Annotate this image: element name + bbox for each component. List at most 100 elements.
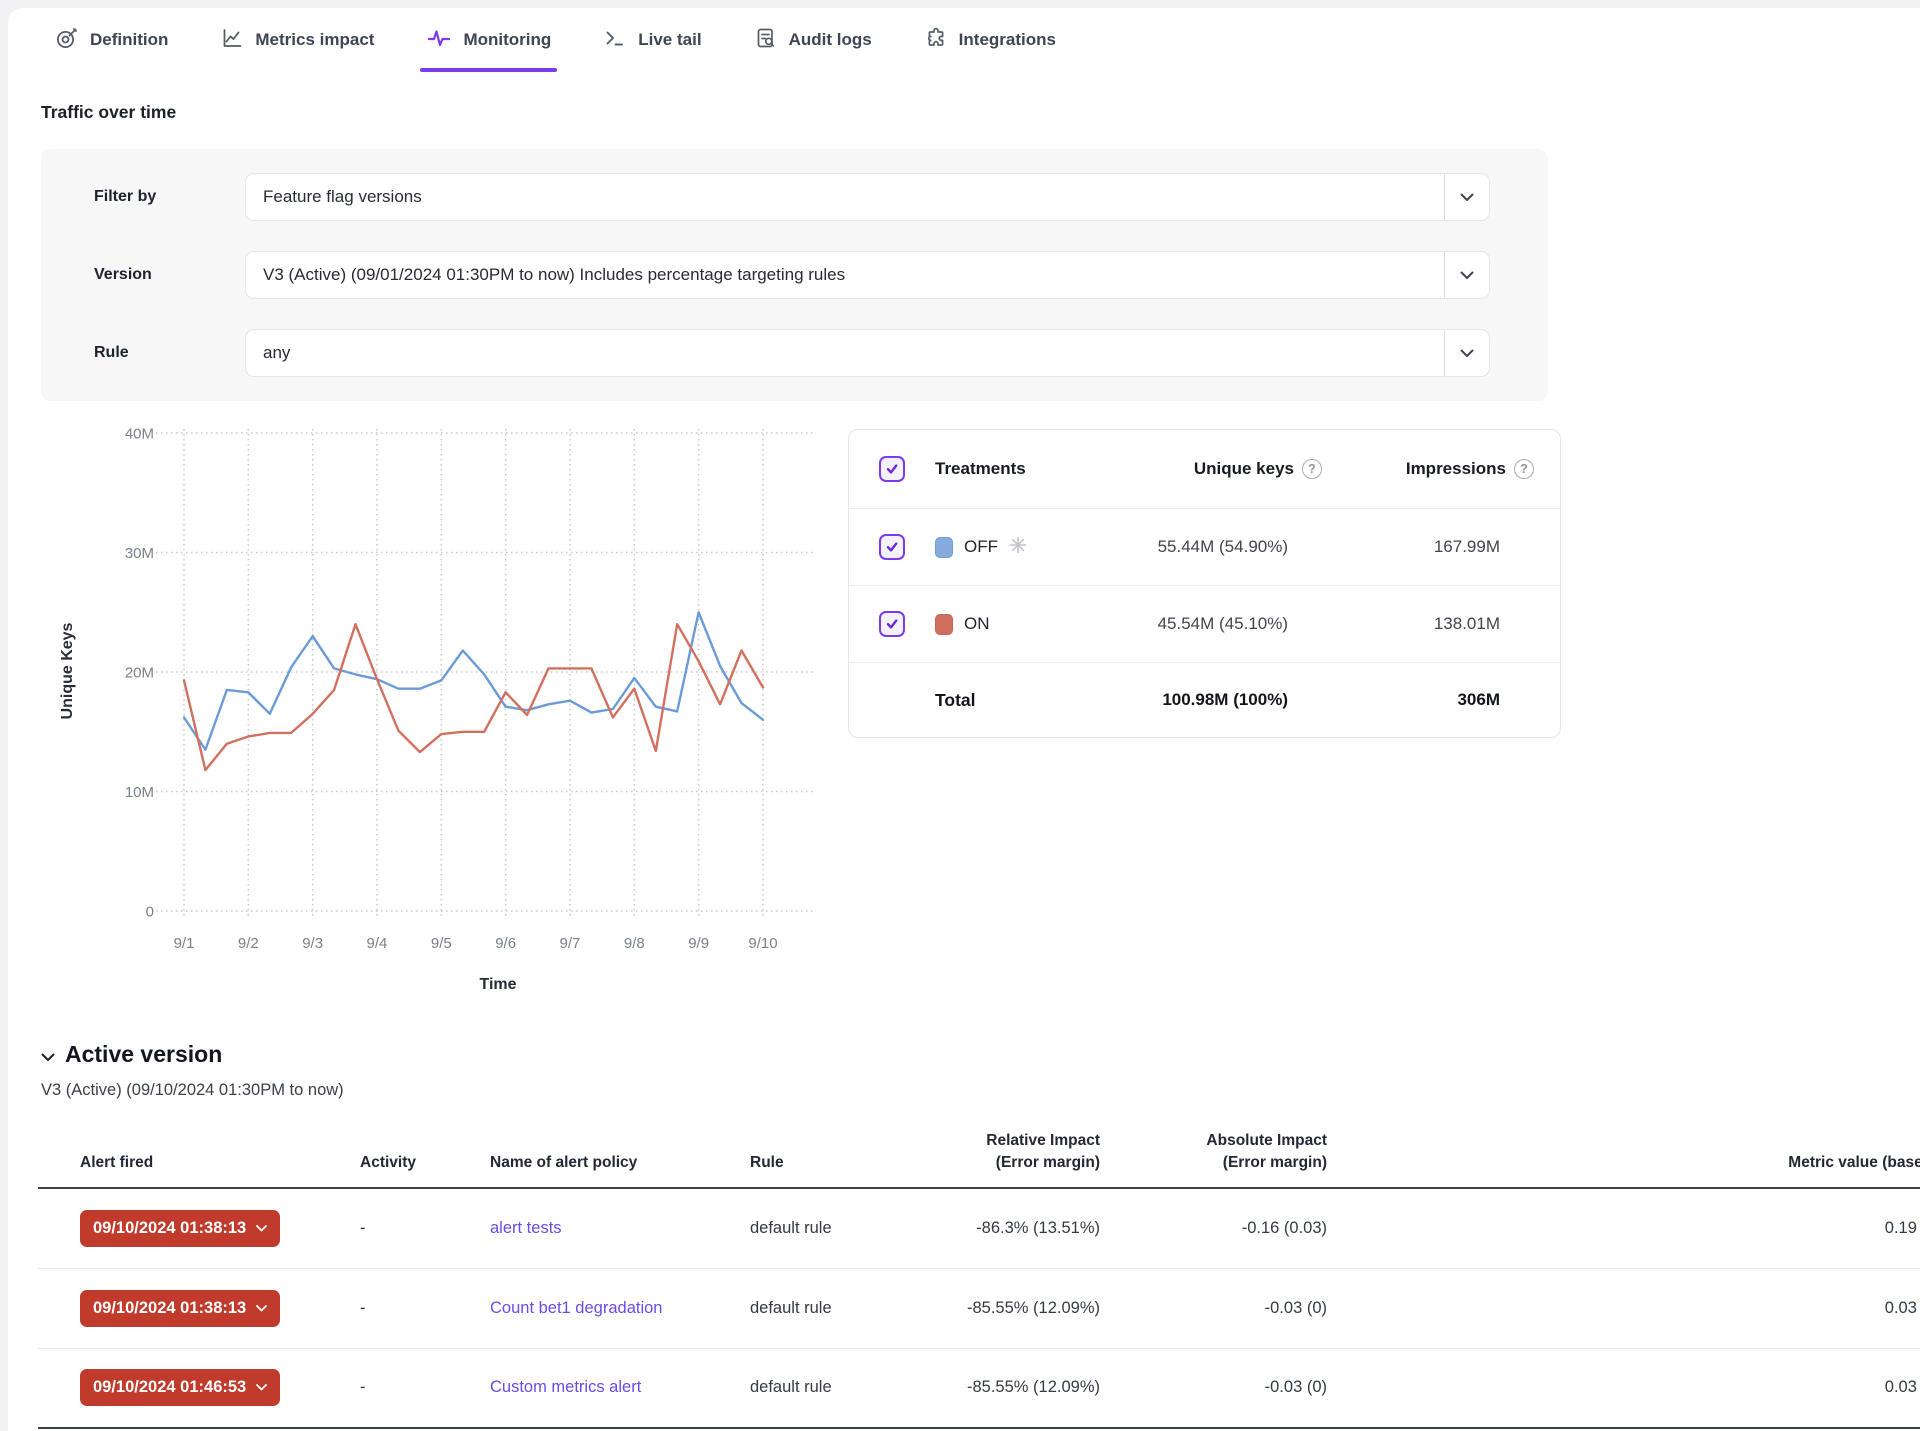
svg-text:40M: 40M bbox=[125, 426, 154, 443]
treatments-panel: Treatments Unique keys ? Impressions ? O… bbox=[848, 429, 1561, 738]
alerts-table-header: Alert fired Activity Name of alert polic… bbox=[38, 1130, 1920, 1189]
treatments-total-row: Total 100.98M (100%) 306M bbox=[849, 662, 1560, 737]
tab-definition[interactable]: Definition bbox=[55, 8, 168, 72]
version-select[interactable]: V3 (Active) (09/01/2024 01:30PM to now) … bbox=[245, 251, 1490, 299]
chevron-down-icon bbox=[256, 1305, 267, 1312]
svg-text:30M: 30M bbox=[125, 545, 154, 562]
svg-text:10M: 10M bbox=[125, 784, 154, 801]
alert-activity: - bbox=[360, 1299, 490, 1318]
alert-metric-value: 0.03 ( bbox=[1327, 1378, 1920, 1397]
alert-absolute-impact: -0.03 (0) bbox=[1100, 1378, 1327, 1397]
tab-monitoring-label: Monitoring bbox=[463, 30, 551, 50]
total-label: Total bbox=[935, 690, 1072, 711]
help-icon[interactable]: ? bbox=[1514, 459, 1534, 479]
treatment-off-checkbox[interactable] bbox=[879, 534, 905, 560]
y-axis-label: Unique Keys bbox=[59, 622, 76, 719]
alert-policy-link[interactable]: Count bet1 degradation bbox=[490, 1299, 662, 1317]
series-on-line bbox=[184, 624, 763, 770]
collapse-chevron-icon bbox=[41, 1041, 55, 1068]
unique-keys-header: Unique keys bbox=[1194, 459, 1294, 479]
off-unique-keys: 55.44M (54.90%) bbox=[1158, 537, 1322, 557]
treatments-header: Treatments bbox=[935, 459, 1072, 479]
help-icon[interactable]: ? bbox=[1302, 459, 1322, 479]
active-version-title: Active version bbox=[65, 1041, 222, 1068]
active-version-header[interactable]: Active version bbox=[41, 1041, 1920, 1068]
alert-activity: - bbox=[360, 1378, 490, 1397]
col-activity: Activity bbox=[360, 1152, 490, 1174]
alerts-table-wrap: Alert fired Activity Name of alert polic… bbox=[38, 1130, 1920, 1429]
svg-text:9/10: 9/10 bbox=[748, 935, 777, 952]
alert-row: 09/10/2024 01:46:53 - Custom metrics ale… bbox=[38, 1349, 1920, 1429]
version-value: V3 (Active) (09/01/2024 01:30PM to now) … bbox=[246, 265, 1444, 285]
filter-row-filter-by: Filter by Feature flag versions bbox=[41, 173, 1548, 221]
impressions-header: Impressions bbox=[1406, 459, 1506, 479]
total-unique-keys: 100.98M (100%) bbox=[1162, 690, 1322, 710]
select-all-checkbox[interactable] bbox=[879, 456, 905, 482]
off-impressions: 167.99M bbox=[1434, 537, 1534, 557]
filter-by-label: Filter by bbox=[41, 188, 245, 206]
alert-policy-link[interactable]: Custom metrics alert bbox=[490, 1378, 641, 1396]
tab-audit-logs-label: Audit logs bbox=[789, 30, 872, 50]
filter-by-value: Feature flag versions bbox=[246, 187, 1444, 207]
alert-relative-impact: -85.55% (12.09%) bbox=[950, 1299, 1100, 1318]
metrics-impact-icon bbox=[220, 26, 244, 55]
treatment-on-label: ON bbox=[964, 614, 990, 634]
svg-text:20M: 20M bbox=[125, 665, 154, 682]
svg-text:9/7: 9/7 bbox=[560, 935, 581, 952]
page-title: Traffic over time bbox=[41, 102, 1920, 123]
off-color-swatch bbox=[935, 537, 953, 558]
on-unique-keys: 45.54M (45.10%) bbox=[1158, 614, 1322, 634]
version-label: Version bbox=[41, 266, 245, 284]
alert-rule: default rule bbox=[750, 1299, 950, 1318]
monitoring-content-row: 010M20M30M40M9/19/29/39/49/59/69/79/89/9… bbox=[48, 421, 1920, 1011]
x-axis-label: Time bbox=[479, 976, 516, 993]
col-alert-policy: Name of alert policy bbox=[490, 1152, 750, 1174]
rule-select[interactable]: any bbox=[245, 329, 1490, 377]
main-content-card: Definition Metrics impact Monitoring Liv… bbox=[8, 8, 1920, 1431]
filter-by-select[interactable]: Feature flag versions bbox=[245, 173, 1490, 221]
alert-fired-button[interactable]: 09/10/2024 01:46:53 bbox=[80, 1369, 280, 1406]
alert-fired-button[interactable]: 09/10/2024 01:38:13 bbox=[80, 1210, 280, 1247]
svg-text:9/9: 9/9 bbox=[688, 935, 709, 952]
svg-text:9/1: 9/1 bbox=[174, 935, 195, 952]
chevron-down-icon bbox=[1445, 271, 1489, 280]
default-treatment-icon bbox=[1009, 536, 1027, 559]
tab-definition-label: Definition bbox=[90, 30, 168, 50]
svg-text:9/2: 9/2 bbox=[238, 935, 259, 952]
active-version-section: Active version V3 (Active) (09/10/2024 0… bbox=[41, 1041, 1920, 1100]
live-tail-icon bbox=[603, 26, 627, 55]
tab-metrics-impact[interactable]: Metrics impact bbox=[220, 8, 374, 72]
on-color-swatch bbox=[935, 614, 953, 635]
alert-rule: default rule bbox=[750, 1378, 950, 1397]
alert-absolute-impact: -0.03 (0) bbox=[1100, 1299, 1327, 1318]
tab-monitoring[interactable]: Monitoring bbox=[426, 8, 551, 72]
tab-audit-logs[interactable]: Audit logs bbox=[754, 8, 872, 72]
tab-integrations-label: Integrations bbox=[959, 30, 1056, 50]
svg-text:9/6: 9/6 bbox=[495, 935, 516, 952]
svg-text:9/5: 9/5 bbox=[431, 935, 452, 952]
tab-live-tail-label: Live tail bbox=[638, 30, 701, 50]
rule-value: any bbox=[246, 343, 1444, 363]
active-version-subtitle: V3 (Active) (09/10/2024 01:30PM to now) bbox=[41, 1081, 1920, 1100]
chevron-down-icon bbox=[1445, 349, 1489, 358]
alert-relative-impact: -85.55% (12.09%) bbox=[950, 1378, 1100, 1397]
alert-absolute-impact: -0.16 (0.03) bbox=[1100, 1219, 1327, 1238]
tab-live-tail[interactable]: Live tail bbox=[603, 8, 701, 72]
rule-label: Rule bbox=[41, 344, 245, 362]
alert-policy-link[interactable]: alert tests bbox=[490, 1219, 562, 1237]
svg-text:9/3: 9/3 bbox=[302, 935, 323, 952]
integrations-icon bbox=[924, 26, 948, 55]
svg-text:9/4: 9/4 bbox=[367, 935, 388, 952]
svg-text:0: 0 bbox=[146, 904, 154, 921]
treatment-row-off: OFF 55.44M (54.90%) 167.99M bbox=[849, 508, 1560, 585]
col-absolute-impact: Absolute Impact(Error margin) bbox=[1100, 1130, 1327, 1175]
filter-panel: Filter by Feature flag versions Version … bbox=[41, 149, 1548, 401]
alert-row: 09/10/2024 01:38:13 - alert tests defaul… bbox=[38, 1189, 1920, 1269]
alert-row: 09/10/2024 01:38:13 - Count bet1 degrada… bbox=[38, 1269, 1920, 1349]
traffic-chart: 010M20M30M40M9/19/29/39/49/59/69/79/89/9… bbox=[48, 421, 820, 1006]
tab-integrations[interactable]: Integrations bbox=[924, 8, 1056, 72]
treatment-on-checkbox[interactable] bbox=[879, 611, 905, 637]
alert-fired-button[interactable]: 09/10/2024 01:38:13 bbox=[80, 1290, 280, 1327]
on-impressions: 138.01M bbox=[1434, 614, 1534, 634]
filter-row-version: Version V3 (Active) (09/01/2024 01:30PM … bbox=[41, 251, 1548, 299]
